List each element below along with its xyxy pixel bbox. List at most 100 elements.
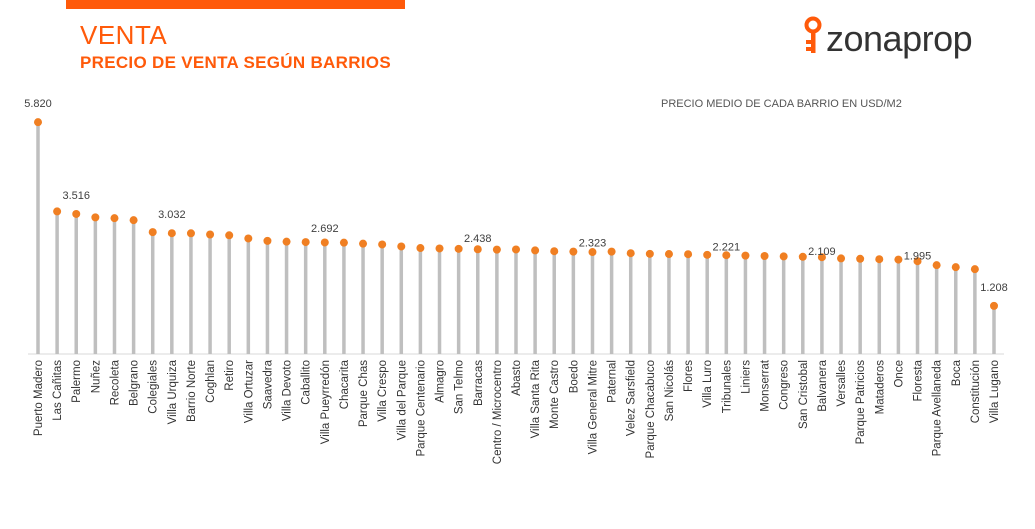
page-title: VENTA bbox=[80, 20, 168, 50]
data-point-19 bbox=[397, 242, 406, 251]
tick-label-29: Villa General Mitre bbox=[587, 360, 599, 454]
data-point-50 bbox=[990, 301, 998, 310]
data-point-15 bbox=[320, 238, 329, 247]
tick-label-48: Boca bbox=[951, 359, 963, 386]
tick-label-31: Velez Sarsfield bbox=[626, 360, 638, 436]
data-point-14 bbox=[301, 238, 310, 247]
tick-label-28: Boedo bbox=[568, 360, 580, 393]
tick-label-16: Chacarita bbox=[339, 359, 351, 409]
tick-label-9: Coghlan bbox=[205, 360, 217, 403]
data-label-0: 5.820 bbox=[24, 98, 52, 110]
data-point-27 bbox=[550, 247, 559, 256]
data-point-40 bbox=[798, 252, 807, 261]
data-point-17 bbox=[359, 239, 368, 248]
data-point-23 bbox=[473, 245, 482, 254]
data-point-10 bbox=[225, 231, 234, 240]
page-subtitle: PRECIO DE VENTA SEGÚN BARRIOS bbox=[80, 53, 391, 72]
tick-label-47: Parque Avellaneda bbox=[932, 359, 944, 456]
tick-label-49: Constitución bbox=[970, 360, 982, 423]
data-point-39 bbox=[779, 252, 788, 261]
tick-label-0: Puerto Madero bbox=[33, 360, 45, 436]
tick-label-39: Congreso bbox=[779, 360, 791, 410]
data-point-46 bbox=[913, 257, 922, 266]
data-point-44 bbox=[875, 255, 884, 264]
tick-label-8: Barrio Norte bbox=[186, 360, 198, 422]
tick-label-12: Saavedra bbox=[262, 359, 274, 409]
tick-label-44: Mataderos bbox=[874, 360, 886, 415]
tick-label-17: Parque Chas bbox=[358, 360, 370, 427]
tick-label-50: Villa Lugano bbox=[989, 360, 1001, 423]
data-label-41: 2.109 bbox=[808, 246, 836, 258]
tick-label-7: Villa Urquiza bbox=[167, 359, 179, 424]
data-point-21 bbox=[435, 244, 444, 253]
data-point-2 bbox=[72, 209, 81, 218]
data-point-4 bbox=[110, 214, 119, 223]
data-point-7 bbox=[167, 229, 176, 238]
data-label-46: 1.995 bbox=[904, 251, 932, 263]
tick-label-4: Recoleta bbox=[109, 359, 121, 405]
data-point-36 bbox=[722, 251, 731, 260]
brand-logo: zonaprop bbox=[800, 14, 1000, 64]
data-point-20 bbox=[416, 244, 425, 253]
tick-label-38: Monserrat bbox=[760, 359, 772, 412]
tick-label-2: Palermo bbox=[71, 360, 83, 403]
data-point-0 bbox=[34, 118, 42, 127]
data-point-3 bbox=[91, 213, 100, 222]
tick-label-25: Abasto bbox=[511, 360, 523, 396]
data-point-9 bbox=[206, 230, 215, 239]
data-point-35 bbox=[703, 250, 712, 259]
tick-label-5: Belgrano bbox=[129, 360, 141, 406]
tick-label-33: San Nicolás bbox=[664, 360, 676, 422]
top-accent-bar bbox=[66, 0, 405, 9]
data-point-1 bbox=[53, 207, 62, 216]
tick-label-43: Parque Patricios bbox=[855, 360, 867, 445]
data-point-16 bbox=[339, 238, 348, 247]
data-point-6 bbox=[148, 228, 157, 237]
tick-label-46: Floresta bbox=[913, 359, 925, 401]
data-label-2: 3.516 bbox=[62, 190, 90, 202]
data-point-29 bbox=[588, 248, 597, 257]
data-point-38 bbox=[760, 252, 769, 261]
brand-name: zonaprop bbox=[826, 18, 973, 59]
data-point-33 bbox=[664, 250, 673, 259]
data-point-5 bbox=[129, 216, 138, 225]
key-icon bbox=[804, 16, 822, 53]
tick-label-22: San Telmo bbox=[454, 360, 466, 414]
data-point-30 bbox=[607, 247, 616, 256]
data-point-47 bbox=[932, 261, 941, 270]
data-point-28 bbox=[569, 247, 578, 256]
tick-label-19: Villa del Parque bbox=[396, 360, 408, 440]
tick-label-32: Parque Chacabuco bbox=[645, 360, 657, 458]
data-point-34 bbox=[684, 250, 693, 259]
chart-annotation: PRECIO MEDIO DE CADA BARRIO EN USD/M2 bbox=[661, 98, 902, 110]
tick-label-6: Colegiales bbox=[148, 360, 160, 414]
tick-label-3: Nuñez bbox=[90, 360, 102, 393]
data-point-8 bbox=[186, 229, 195, 238]
tick-label-34: Flores bbox=[683, 360, 695, 392]
tick-label-45: Once bbox=[893, 360, 905, 388]
tick-label-1: Las Cañitas bbox=[52, 360, 64, 421]
data-point-37 bbox=[741, 251, 750, 260]
data-point-49 bbox=[970, 265, 979, 274]
data-label-23: 2.438 bbox=[464, 233, 492, 245]
data-point-18 bbox=[378, 240, 387, 249]
tick-label-18: Villa Crespo bbox=[377, 360, 389, 422]
tick-label-42: Versalles bbox=[836, 360, 848, 407]
data-point-12 bbox=[263, 236, 272, 245]
data-point-42 bbox=[837, 254, 846, 263]
data-point-26 bbox=[531, 246, 540, 255]
tick-label-26: Villa Santa Rita bbox=[530, 359, 542, 438]
tick-label-13: Villa Devoto bbox=[282, 360, 294, 421]
tick-label-20: Parque Centenario bbox=[415, 360, 427, 457]
data-point-11 bbox=[244, 234, 253, 243]
data-point-22 bbox=[454, 244, 463, 253]
tick-label-23: Barracas bbox=[473, 360, 485, 406]
tick-label-30: Paternal bbox=[607, 360, 619, 403]
data-label-36: 2.221 bbox=[713, 242, 741, 254]
data-point-43 bbox=[856, 254, 865, 263]
data-point-45 bbox=[894, 255, 903, 264]
tick-label-37: Liniers bbox=[740, 360, 752, 394]
data-point-31 bbox=[626, 249, 635, 258]
data-label-29: 2.323 bbox=[579, 237, 607, 249]
